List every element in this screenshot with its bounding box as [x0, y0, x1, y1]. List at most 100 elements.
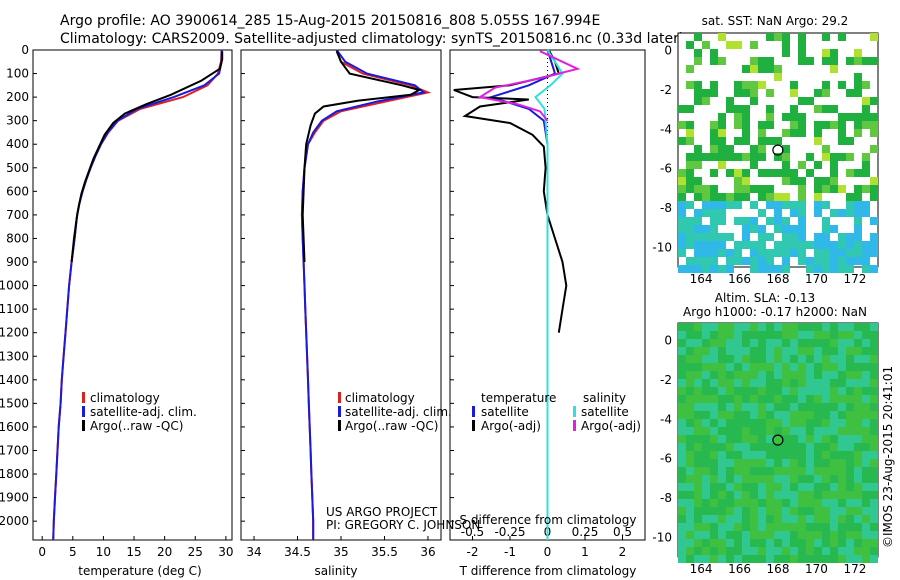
map-cell — [830, 105, 838, 113]
map-cell — [726, 531, 734, 539]
map-cell — [782, 161, 790, 169]
series-line-salinity-satellite — [534, 49, 564, 540]
map-cell — [782, 483, 790, 491]
map-cell — [742, 241, 750, 249]
map-cell — [774, 451, 782, 459]
map-cell — [862, 209, 870, 217]
map-cell — [678, 339, 686, 347]
map-cell — [822, 217, 830, 225]
map-cell — [798, 443, 806, 451]
map-cell — [782, 379, 790, 387]
map-cell — [686, 371, 694, 379]
map-cell — [782, 49, 790, 57]
lat-tick-label: -2 — [660, 83, 672, 97]
map-cell — [710, 129, 718, 137]
map-cell — [838, 499, 846, 507]
map-cell — [694, 403, 702, 411]
map-cell — [758, 507, 766, 515]
map-cell — [718, 347, 726, 355]
map-cell — [750, 507, 758, 515]
map-cell — [782, 403, 790, 411]
map-cell — [862, 475, 870, 483]
map-cell — [686, 507, 694, 515]
map-cell — [798, 451, 806, 459]
map-cell — [814, 241, 822, 249]
map-cell — [734, 371, 742, 379]
map-cell — [718, 555, 726, 563]
map-cell — [838, 539, 846, 547]
map-cell — [806, 355, 814, 363]
map-cell — [806, 531, 814, 539]
map-cell — [774, 507, 782, 515]
map-cell — [862, 515, 870, 523]
map-cell — [702, 475, 710, 483]
map-cell — [710, 121, 718, 129]
map-cell — [838, 451, 846, 459]
map-cell — [694, 379, 702, 387]
map-cell — [766, 403, 774, 411]
map-cell — [750, 379, 758, 387]
map-cell — [814, 331, 822, 339]
map-cell — [870, 331, 878, 339]
map-cell — [678, 531, 686, 539]
map-cell — [702, 225, 710, 233]
x-tick-label: -1 — [504, 545, 516, 559]
map-cell — [766, 347, 774, 355]
map-cell — [758, 81, 766, 89]
map-cell — [798, 241, 806, 249]
map-cell — [710, 257, 718, 265]
map-cell — [782, 241, 790, 249]
x2-tick-label: 0.5 — [613, 525, 632, 539]
x-tick-label: 2 — [619, 545, 627, 559]
map-cell — [774, 347, 782, 355]
map-cell — [822, 81, 830, 89]
map-cell — [854, 403, 862, 411]
map-cell — [710, 209, 718, 217]
map-cell — [870, 177, 878, 185]
map-cell — [686, 419, 694, 427]
map-cell — [790, 491, 798, 499]
map-cell — [734, 547, 742, 555]
depth-tick-label: 1900 — [0, 491, 29, 505]
map-cell — [766, 339, 774, 347]
depth-tick-label: 600 — [6, 184, 29, 198]
map-cell — [854, 379, 862, 387]
map-cell — [702, 387, 710, 395]
map-cell — [758, 265, 766, 273]
map-cell — [790, 177, 798, 185]
map-cell — [870, 347, 878, 355]
lat-tick-label: -10 — [652, 240, 672, 254]
legend-label-temp-argo: Argo(-adj) — [481, 419, 541, 433]
map-cell — [798, 515, 806, 523]
map-cell — [726, 339, 734, 347]
map-cell — [806, 539, 814, 547]
map-cell — [846, 347, 854, 355]
map-cell — [782, 129, 790, 137]
map-cell — [734, 339, 742, 347]
map-cell — [742, 539, 750, 547]
map-cell — [686, 241, 694, 249]
map-cell — [774, 483, 782, 491]
map-cell — [870, 233, 878, 241]
map-cell — [838, 443, 846, 451]
map-cell — [726, 419, 734, 427]
map-cell — [742, 193, 750, 201]
legend-label-satellite: satellite-adj. clim. — [345, 405, 452, 419]
map-cell — [710, 475, 718, 483]
map-cell — [702, 443, 710, 451]
map-cell — [758, 121, 766, 129]
map-cell — [774, 475, 782, 483]
map-cell — [742, 427, 750, 435]
map-cell — [726, 201, 734, 209]
legend-label-temp-satellite: satellite — [481, 405, 529, 419]
map-cell — [710, 89, 718, 97]
map-cell — [846, 451, 854, 459]
map-cell — [774, 459, 782, 467]
map-cell — [846, 113, 854, 121]
map-cell — [758, 331, 766, 339]
map-cell — [766, 483, 774, 491]
legend-swatch-climatology — [82, 392, 85, 403]
legend-swatch-satellite — [338, 406, 341, 417]
map-cell — [758, 491, 766, 499]
